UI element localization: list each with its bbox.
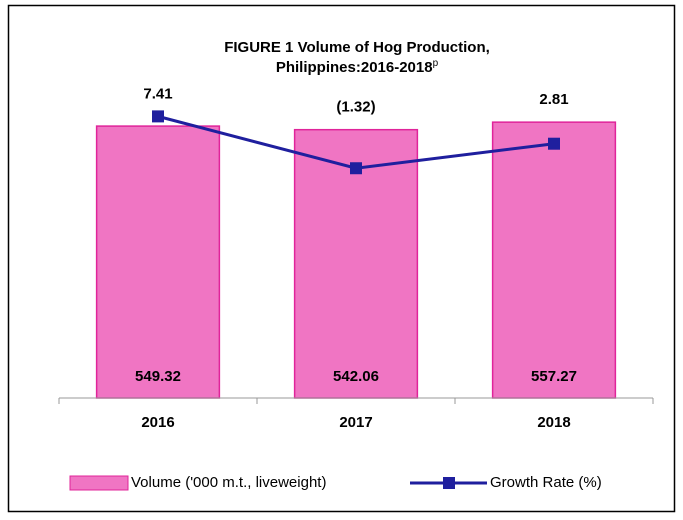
line-marker xyxy=(350,162,362,175)
legend-label: Growth Rate (%) xyxy=(490,474,602,491)
x-tick-label: 2016 xyxy=(141,414,174,431)
chart-title: Philippines:2016-2018p xyxy=(276,58,439,76)
bar xyxy=(491,121,617,399)
line-marker xyxy=(152,110,164,123)
bar xyxy=(95,125,221,399)
bar-value-label: 557.27 xyxy=(531,368,577,385)
x-tick-label: 2018 xyxy=(537,414,570,431)
bar xyxy=(293,128,419,399)
bar-value-label: 542.06 xyxy=(333,368,379,385)
x-tick-label: 2017 xyxy=(339,414,372,431)
line-marker xyxy=(548,137,560,150)
line-value-label: 7.41 xyxy=(143,85,172,102)
legend-label: Volume ('000 m.t., liveweight) xyxy=(131,474,326,491)
legend-marker xyxy=(443,477,455,489)
line-value-label: (1.32) xyxy=(336,99,375,116)
chart-title-superscript: p xyxy=(433,58,439,69)
chart-title-line: Philippines:2016-2018 xyxy=(276,59,433,76)
legend-swatch xyxy=(69,475,129,491)
line-value-label: 2.81 xyxy=(539,91,568,108)
chart-title: FIGURE 1 Volume of Hog Production, xyxy=(224,39,490,56)
bar-value-label: 549.32 xyxy=(135,368,181,385)
